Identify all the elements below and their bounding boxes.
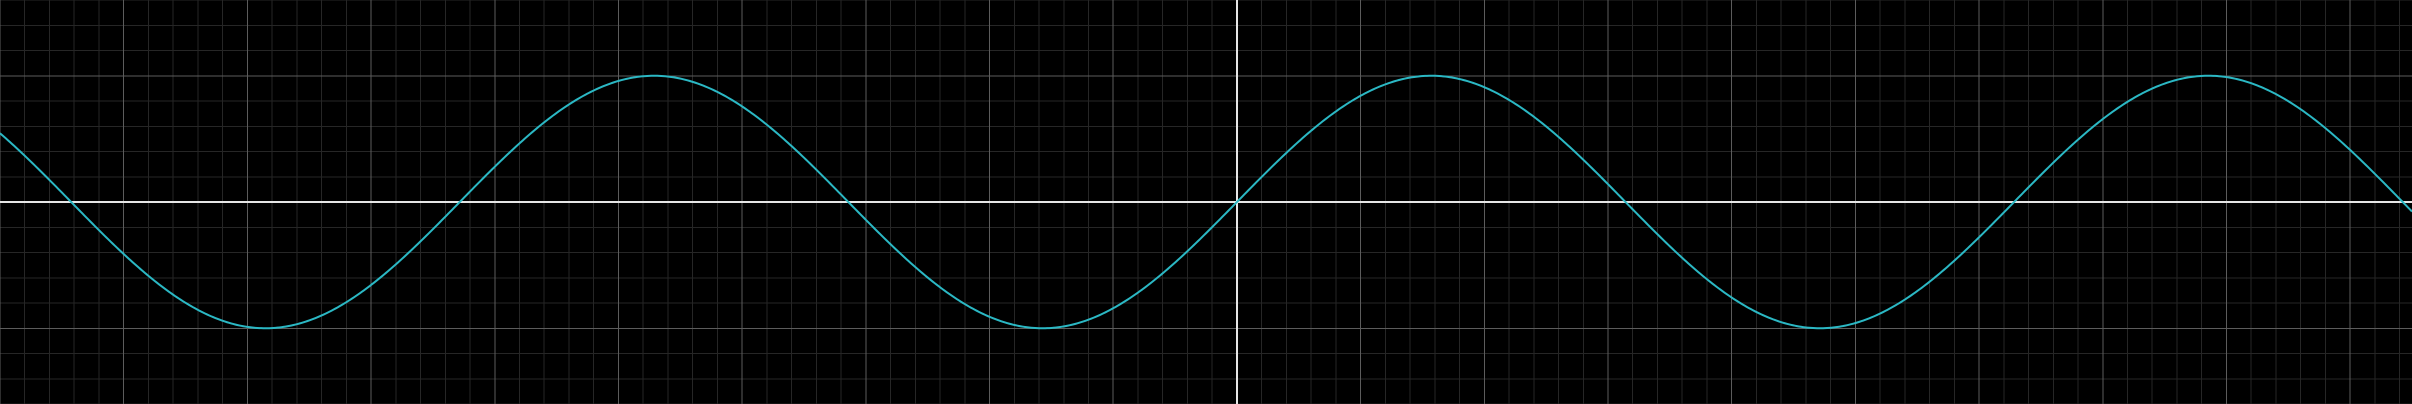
sine-curve[interactable] xyxy=(0,74,2412,330)
curves xyxy=(0,74,2412,330)
